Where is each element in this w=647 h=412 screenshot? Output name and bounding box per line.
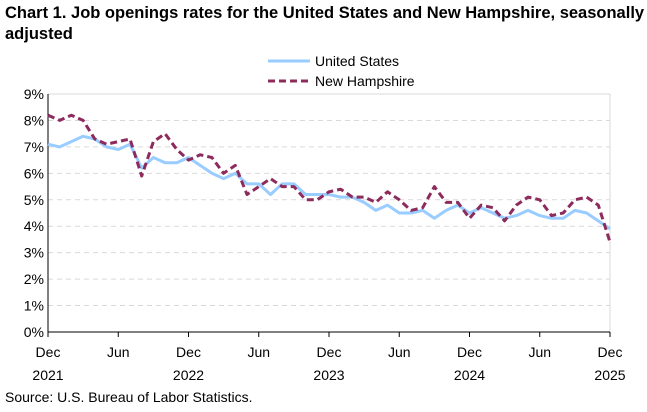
y-tick-label: 5% (24, 192, 44, 208)
y-tick-label: 9% (24, 86, 44, 102)
x-tick-month: Dec (36, 344, 61, 360)
x-tick-month: Jun (247, 344, 270, 360)
y-tick-label: 3% (24, 245, 44, 261)
x-tick-year: 2025 (594, 367, 625, 383)
x-tick-month: Jun (107, 344, 130, 360)
y-tick-label: 6% (24, 165, 44, 181)
y-tick-label: 1% (24, 298, 44, 314)
x-tick-year: 2023 (313, 367, 344, 383)
y-tick-label: 0% (24, 324, 44, 340)
x-tick-year: 2021 (32, 367, 63, 383)
y-tick-label: 2% (24, 271, 44, 287)
y-tick-label: 8% (24, 112, 44, 128)
legend-label: United States (315, 53, 399, 69)
x-tick-month: Dec (176, 344, 201, 360)
series-new-hampshire (47, 113, 612, 243)
x-tick-month: Dec (457, 344, 482, 360)
chart-title: Chart 1. Job openings rates for the Unit… (5, 4, 645, 43)
x-tick-month: Jun (528, 344, 551, 360)
series-line (47, 134, 611, 231)
x-tick-year: 2024 (454, 367, 485, 383)
y-tick-label: 7% (24, 139, 44, 155)
x-tick-year: 2022 (173, 367, 204, 383)
legend-label: New Hampshire (315, 73, 415, 89)
series-line (47, 113, 612, 243)
x-tick-month: Dec (598, 344, 623, 360)
y-tick-label: 4% (24, 218, 44, 234)
source-note: Source: U.S. Bureau of Labor Statistics. (5, 389, 253, 405)
x-tick-month: Dec (317, 344, 342, 360)
x-tick-month: Jun (388, 344, 411, 360)
series-united-states (47, 134, 611, 231)
